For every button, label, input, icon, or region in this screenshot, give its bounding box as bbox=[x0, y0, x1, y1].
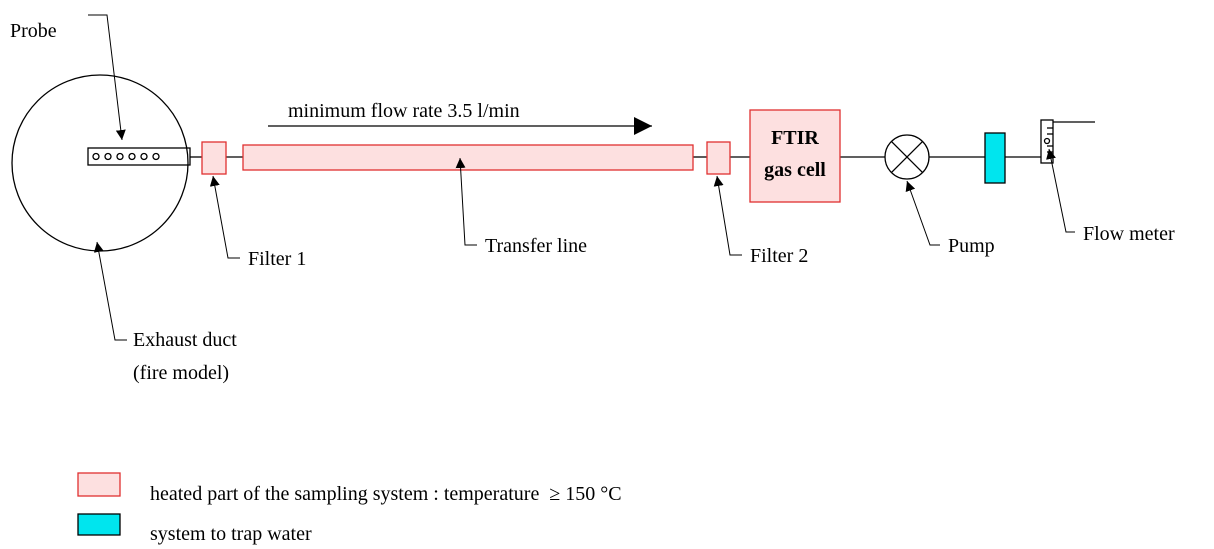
pump-label: Pump bbox=[948, 235, 995, 257]
filter-1-label: Filter 1 bbox=[248, 248, 306, 270]
ftir-label: FTIR bbox=[771, 127, 819, 149]
leaders bbox=[88, 14, 1075, 341]
filter-2 bbox=[706, 141, 731, 175]
exhaust-duct bbox=[11, 74, 189, 252]
filter-2-label: Filter 2 bbox=[750, 245, 808, 267]
filter-1 bbox=[201, 141, 227, 175]
flow-meter-label: Flow meter bbox=[1083, 223, 1175, 245]
legend-label: system to trap water bbox=[150, 523, 312, 545]
legend-label: heated part of the sampling system : tem… bbox=[150, 483, 622, 505]
probe-holes bbox=[92, 152, 160, 161]
flow-meter bbox=[1040, 119, 1054, 164]
legend-swatch-water bbox=[77, 513, 121, 536]
probe-label: Probe bbox=[10, 20, 57, 42]
ftir-gas-cell bbox=[749, 109, 841, 203]
pump bbox=[884, 134, 930, 180]
transfer-line bbox=[242, 144, 694, 171]
probe bbox=[87, 147, 191, 166]
legend-swatch-heated bbox=[77, 472, 121, 497]
water-trap bbox=[984, 132, 1006, 184]
pipes bbox=[190, 121, 1095, 158]
exhaust-duct-label: Exhaust duct bbox=[133, 329, 237, 351]
ftir-label: gas cell bbox=[764, 159, 826, 181]
exhaust-duct-label: (fire model) bbox=[133, 362, 229, 384]
transfer-line-label: Transfer line bbox=[485, 235, 587, 257]
flow-rate-label: minimum flow rate 3.5 l/min bbox=[288, 100, 520, 122]
